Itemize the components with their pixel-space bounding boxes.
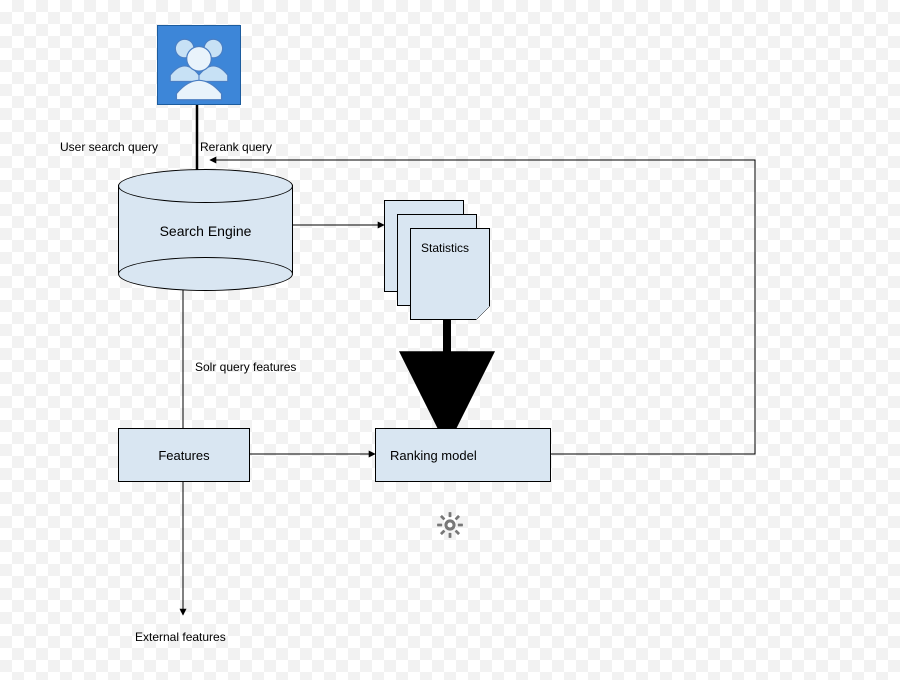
features-node: Features	[118, 428, 250, 482]
user-search-query-label: User search query	[60, 140, 158, 154]
external-features-label: External features	[135, 630, 226, 644]
diagram-canvas: Search Engine Statistics Features Rankin…	[0, 0, 900, 680]
ranking-model-label: Ranking model	[390, 448, 477, 463]
search-engine-node: Search Engine	[118, 185, 293, 273]
ranking-model-node: Ranking model	[375, 428, 551, 482]
users-node	[157, 25, 241, 105]
edges-layer	[0, 0, 900, 680]
solr-query-features-label: Solr query features	[195, 360, 296, 374]
statistics-label: Statistics	[421, 241, 469, 255]
users-icon	[158, 26, 240, 106]
gear-icon	[436, 511, 464, 539]
features-label: Features	[158, 448, 209, 463]
rerank-query-label: Rerank query	[200, 140, 272, 154]
search-engine-label: Search Engine	[118, 223, 293, 239]
statistics-doc-front: Statistics	[410, 228, 490, 320]
